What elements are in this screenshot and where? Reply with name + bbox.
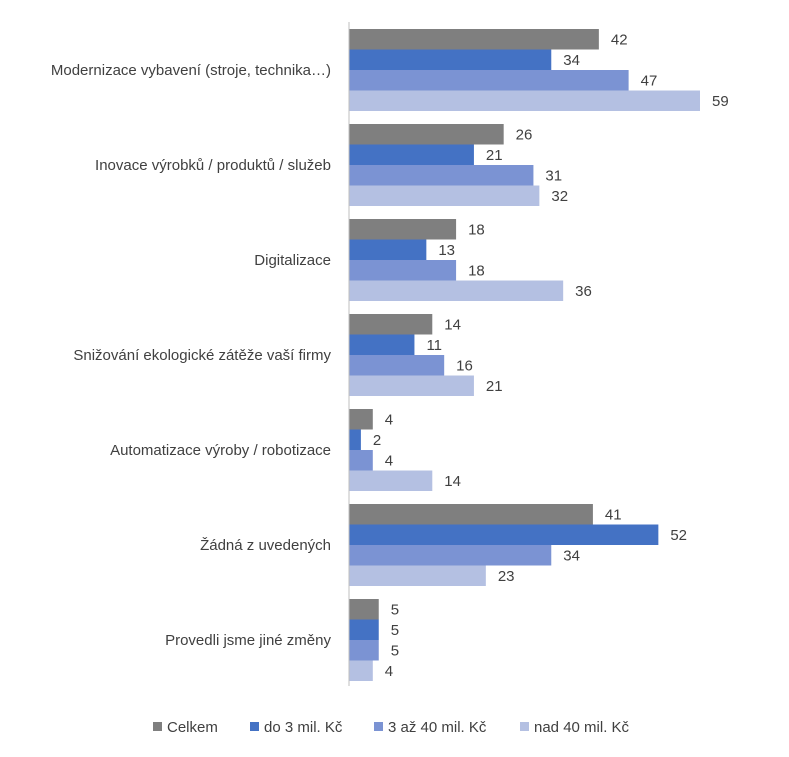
bar bbox=[349, 524, 659, 545]
bar bbox=[349, 334, 415, 355]
bar bbox=[349, 239, 427, 260]
bar bbox=[349, 70, 629, 91]
category-label: Provedli jsme jiné změny bbox=[165, 632, 331, 649]
bar bbox=[349, 565, 486, 586]
data-label: 5 bbox=[391, 601, 399, 618]
data-label: 11 bbox=[426, 337, 442, 354]
category-labels: Modernizace vybavení (stroje, technika…)… bbox=[51, 62, 332, 649]
category-label: Automatizace výroby / robotizace bbox=[110, 442, 331, 459]
data-label: 4 bbox=[385, 411, 393, 428]
bar bbox=[349, 165, 534, 186]
bar bbox=[349, 260, 457, 281]
data-label: 2 bbox=[373, 432, 381, 449]
data-label: 18 bbox=[468, 262, 485, 279]
data-label: 18 bbox=[468, 221, 485, 238]
legend-marker bbox=[374, 722, 383, 731]
bar bbox=[349, 429, 361, 450]
data-label: 4 bbox=[385, 452, 393, 469]
bar bbox=[349, 450, 373, 471]
legend-label: 3 až 40 mil. Kč bbox=[388, 719, 487, 736]
category-label: Digitalizace bbox=[254, 252, 331, 269]
data-label: 31 bbox=[545, 167, 562, 184]
bar bbox=[349, 470, 433, 491]
data-label: 4 bbox=[385, 663, 393, 680]
data-label: 21 bbox=[486, 147, 503, 164]
data-label: 41 bbox=[605, 506, 622, 523]
bar bbox=[349, 314, 433, 335]
bar bbox=[349, 355, 445, 376]
data-label: 34 bbox=[563, 547, 580, 564]
bar bbox=[349, 90, 700, 111]
data-label: 5 bbox=[391, 622, 399, 639]
bar bbox=[349, 124, 504, 145]
bar bbox=[349, 49, 552, 70]
data-label: 42 bbox=[611, 31, 628, 48]
category-label: Žádná z uvedených bbox=[200, 537, 331, 554]
bar bbox=[349, 545, 552, 566]
bars-group: 4234475926213132181318361411162142414415… bbox=[349, 29, 729, 681]
bar bbox=[349, 185, 540, 206]
bar bbox=[349, 144, 474, 165]
data-label: 26 bbox=[516, 126, 533, 143]
legend-label: Celkem bbox=[167, 719, 218, 736]
category-label: Snižování ekologické zátěže vaší firmy bbox=[73, 347, 331, 364]
data-label: 47 bbox=[641, 72, 658, 89]
bar bbox=[349, 619, 379, 640]
data-label: 23 bbox=[498, 568, 515, 585]
legend-marker bbox=[250, 722, 259, 731]
bar bbox=[349, 640, 379, 661]
bar bbox=[349, 219, 457, 240]
bar bbox=[349, 660, 373, 681]
data-label: 16 bbox=[456, 357, 473, 374]
data-label: 32 bbox=[551, 188, 568, 205]
legend-label: nad 40 mil. Kč bbox=[534, 719, 630, 736]
data-label: 13 bbox=[438, 242, 455, 259]
data-label: 5 bbox=[391, 642, 399, 659]
bar bbox=[349, 409, 373, 430]
data-label: 36 bbox=[575, 283, 592, 300]
bar bbox=[349, 29, 599, 50]
legend: Celkem do 3 mil. Kč 3 až 40 mil. Kč nad 40 … bbox=[153, 719, 630, 736]
data-label: 59 bbox=[712, 93, 729, 110]
data-label: 52 bbox=[670, 527, 687, 544]
data-label: 14 bbox=[444, 473, 461, 490]
legend-label: do 3 mil. Kč bbox=[264, 719, 343, 736]
legend-marker bbox=[520, 722, 529, 731]
category-label: Inovace výrobků / produktů / služeb bbox=[95, 157, 331, 174]
bar bbox=[349, 599, 379, 620]
category-label: Modernizace vybavení (stroje, technika…) bbox=[51, 62, 331, 79]
bar bbox=[349, 280, 564, 301]
data-label: 21 bbox=[486, 378, 503, 395]
bar bbox=[349, 375, 474, 396]
data-label: 14 bbox=[444, 316, 461, 333]
data-label: 34 bbox=[563, 52, 580, 69]
bar bbox=[349, 504, 593, 525]
legend-marker bbox=[153, 722, 162, 731]
